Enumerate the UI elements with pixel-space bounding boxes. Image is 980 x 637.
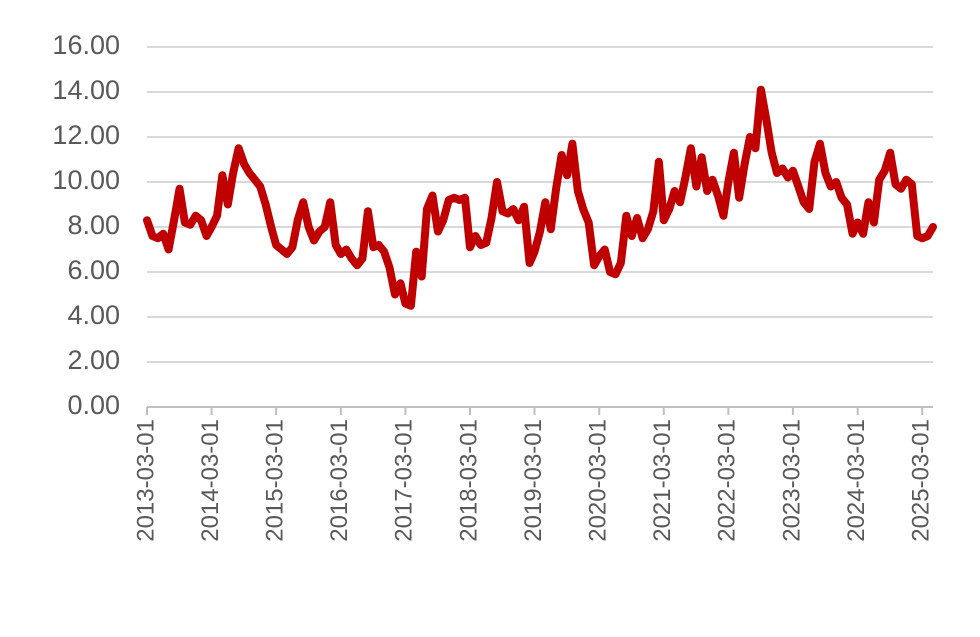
x-tick-label: 2014-03-01 <box>197 419 224 542</box>
y-tick-label: 12.00 <box>52 120 120 150</box>
x-tick-label: 2023-03-01 <box>778 419 805 542</box>
y-tick-label: 10.00 <box>52 165 120 195</box>
data-line <box>143 85 937 310</box>
x-tick-label: 2021-03-01 <box>649 419 676 542</box>
x-tick-label: 2013-03-01 <box>132 419 159 542</box>
x-tick-label: 2019-03-01 <box>520 419 547 542</box>
y-tick-label: 2.00 <box>67 345 120 375</box>
y-tick-label: 8.00 <box>67 210 120 240</box>
x-tick-label: 2022-03-01 <box>714 419 741 542</box>
x-tick-label: 2016-03-01 <box>326 419 353 542</box>
y-tick-label: 6.00 <box>67 255 120 285</box>
x-tick-label: 2018-03-01 <box>455 419 482 542</box>
y-tick-label: 4.00 <box>67 300 120 330</box>
x-tick-label: 2015-03-01 <box>261 419 288 542</box>
x-tick-label: 2020-03-01 <box>585 419 612 542</box>
y-tick-label: 14.00 <box>52 75 120 105</box>
x-tick-label: 2025-03-01 <box>908 419 935 542</box>
y-tick-label: 16.00 <box>52 30 120 60</box>
x-tick-label: 2017-03-01 <box>391 419 418 542</box>
y-tick-label: 0.00 <box>67 390 120 420</box>
x-tick-label: 2024-03-01 <box>843 419 870 542</box>
